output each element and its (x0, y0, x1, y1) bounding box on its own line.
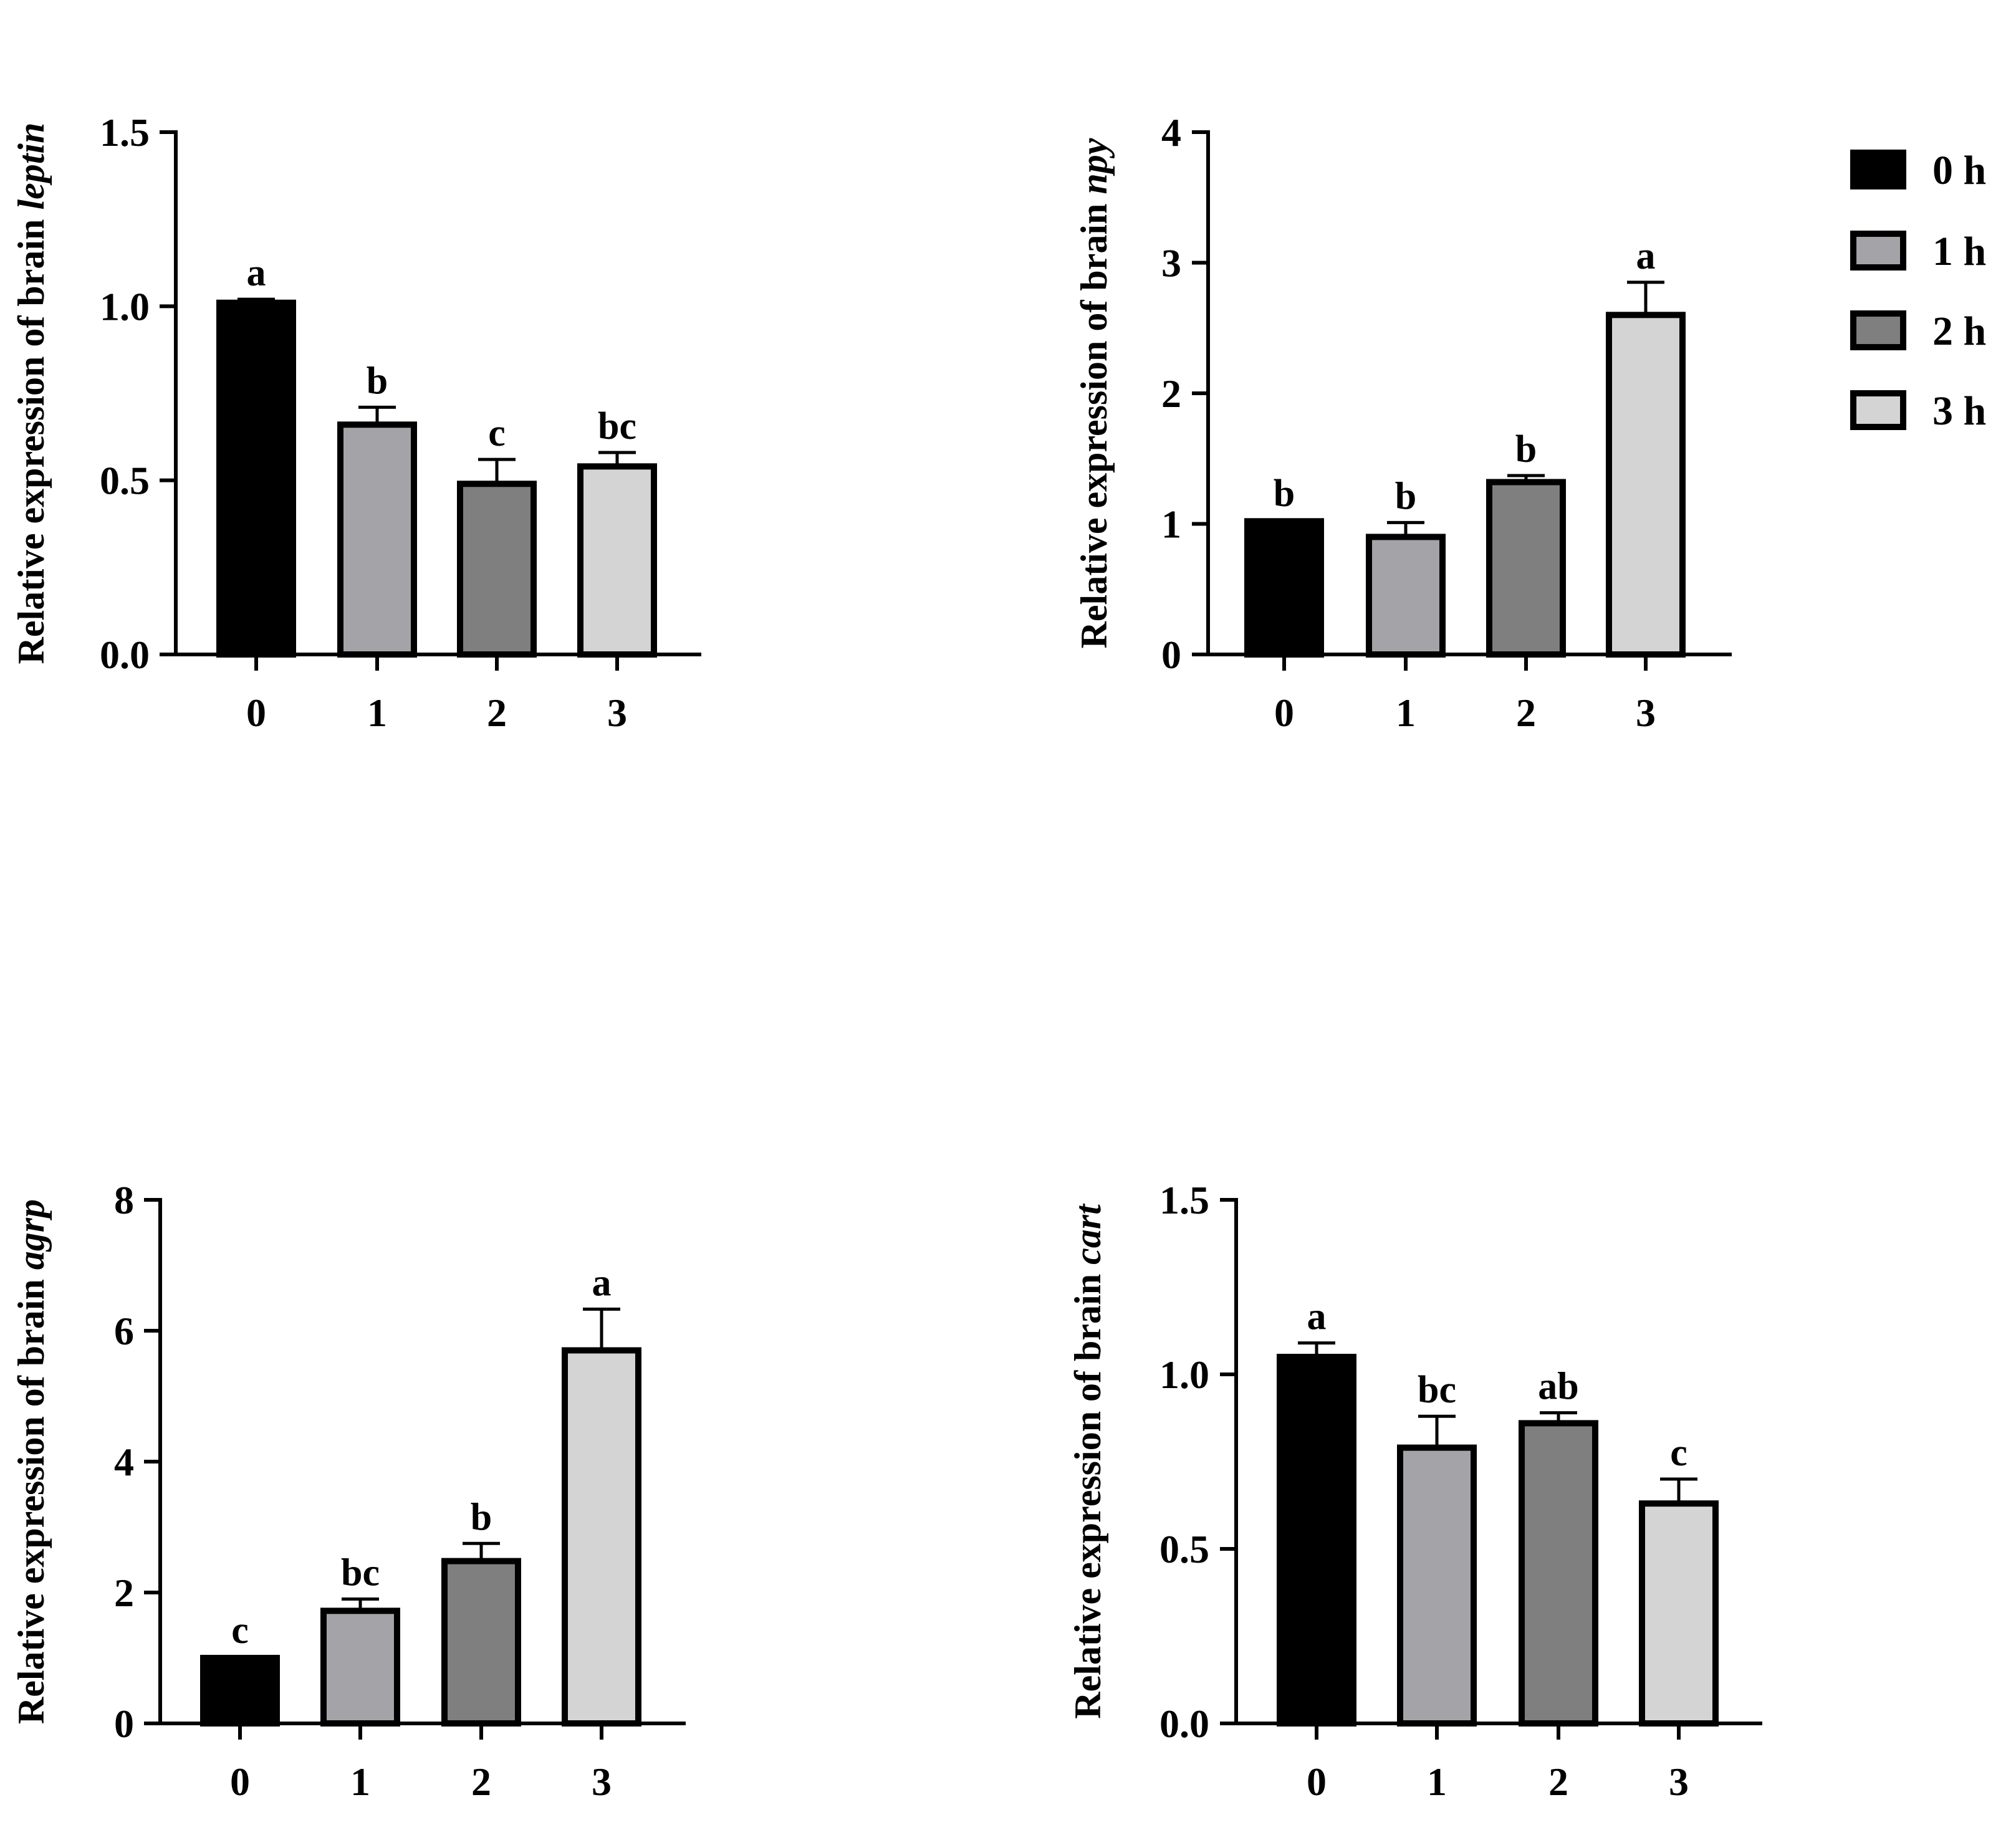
legend-swatch (1850, 150, 1906, 189)
y-axis-title: Relative expression of brain npy (1073, 138, 1115, 648)
y-tick-label: 1.0 (100, 284, 150, 328)
legend-label: 3 h (1932, 388, 1986, 434)
significance-letter: a (1636, 235, 1656, 277)
x-tick-label: 3 (1636, 691, 1656, 735)
bar (1519, 1420, 1598, 1727)
x-tick-label: 1 (350, 1760, 370, 1804)
bar (1277, 1354, 1356, 1727)
significance-letter: c (231, 1609, 249, 1652)
bar (337, 421, 417, 658)
x-tick-label: 2 (487, 691, 507, 735)
significance-letter: a (247, 252, 266, 294)
legend-swatch (1850, 390, 1906, 430)
bar (1366, 534, 1446, 658)
y-tick-label: 0.5 (100, 459, 150, 503)
legend: 0 h 1 h 2 h 3 h (1850, 148, 1986, 434)
y-tick-label: 1 (1161, 502, 1181, 547)
bar (457, 481, 537, 658)
y-tick-label: 3 (1161, 241, 1181, 285)
chart-panel: b b b a 0 1 2 3 4 0 1 2 3 Relative expression of brai… (1073, 110, 1732, 735)
x-tick-label: 1 (1427, 1760, 1447, 1804)
bar (1397, 1444, 1477, 1727)
y-tick-label: 8 (114, 1178, 134, 1222)
x-tick-label: 0 (1307, 1760, 1327, 1804)
y-axis-title: Relative expression of brain cart (1067, 1203, 1108, 1719)
significance-letter: ab (1538, 1366, 1578, 1408)
x-tick-label: 2 (471, 1760, 491, 1804)
bar (320, 1607, 400, 1727)
y-tick-label: 1.0 (1159, 1353, 1209, 1397)
y-axis-title: Relative expression of brain leptin (11, 123, 52, 664)
y-tick-label: 0 (1161, 633, 1181, 677)
significance-letter: bc (1418, 1369, 1456, 1411)
y-tick-label: 2 (1161, 371, 1181, 416)
x-tick-label: 0 (1274, 691, 1294, 735)
y-tick-label: 1.5 (100, 110, 150, 155)
legend-item: 1 h (1850, 229, 1986, 274)
x-tick-label: 3 (1669, 1760, 1689, 1804)
x-tick-label: 0 (230, 1760, 250, 1804)
significance-letter: a (592, 1262, 612, 1304)
significance-letter: b (1395, 475, 1416, 517)
y-tick-label: 4 (114, 1440, 134, 1484)
legend-label: 2 h (1932, 309, 1986, 354)
significance-letter: c (1670, 1432, 1687, 1474)
bar (216, 299, 296, 658)
significance-letter: bc (598, 405, 636, 448)
y-tick-label: 4 (1161, 110, 1181, 155)
y-tick-label: 0 (114, 1702, 134, 1746)
significance-letter: b (367, 360, 388, 402)
bar (1244, 518, 1324, 658)
legend-item: 0 h (1850, 148, 1986, 193)
x-tick-label: 2 (1548, 1760, 1568, 1804)
x-tick-label: 3 (592, 1760, 612, 1804)
legend-label: 0 h (1932, 148, 1986, 193)
x-tick-label: 0 (246, 691, 266, 735)
y-tick-label: 2 (114, 1571, 134, 1615)
x-tick-label: 2 (1516, 691, 1536, 735)
significance-letter: b (471, 1496, 492, 1538)
bar (1639, 1500, 1719, 1727)
bar (1486, 479, 1566, 658)
x-tick-label: 1 (1396, 691, 1416, 735)
bar (562, 1347, 641, 1727)
bar (1606, 312, 1686, 658)
significance-letter: b (1274, 472, 1295, 515)
bar (577, 463, 657, 658)
legend-swatch (1850, 231, 1906, 271)
x-tick-label: 3 (607, 691, 627, 735)
y-tick-label: 0.5 (1159, 1527, 1209, 1571)
significance-letter: bc (341, 1552, 380, 1594)
y-tick-label: 6 (114, 1309, 134, 1353)
y-tick-label: 0.0 (100, 633, 150, 677)
x-tick-label: 1 (367, 691, 387, 735)
bar (200, 1655, 280, 1727)
legend-label: 1 h (1932, 229, 1986, 274)
y-tick-label: 0.0 (1159, 1702, 1209, 1746)
bar (441, 1558, 521, 1727)
significance-letter: c (488, 412, 506, 454)
significance-letter: a (1307, 1296, 1327, 1338)
legend-item: 2 h (1850, 309, 1986, 354)
y-axis-title: Relative expression of brain agrp (11, 1199, 52, 1724)
legend-swatch (1850, 310, 1906, 350)
y-tick-label: 1.5 (1159, 1178, 1209, 1222)
legend-item: 3 h (1850, 388, 1986, 434)
significance-letter: b (1515, 428, 1537, 471)
chart-panel: c bc b a 0 2 4 6 8 0 1 2 3 Relative expression of bra… (11, 1178, 686, 1804)
